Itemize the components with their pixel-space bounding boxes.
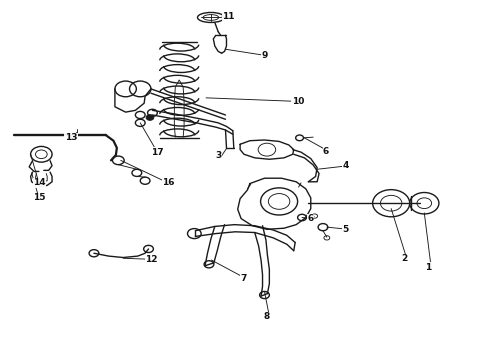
Text: 17: 17 <box>151 148 164 157</box>
Text: 6: 6 <box>323 147 329 156</box>
Text: 14: 14 <box>33 178 46 187</box>
Text: 3: 3 <box>216 151 222 160</box>
Text: 5: 5 <box>343 225 349 234</box>
Text: 8: 8 <box>264 312 270 321</box>
Circle shape <box>146 114 154 120</box>
Text: 6: 6 <box>307 214 314 223</box>
Text: 15: 15 <box>33 193 46 202</box>
Text: 2: 2 <box>401 254 407 263</box>
Text: 4: 4 <box>343 161 349 170</box>
Text: 16: 16 <box>162 178 174 187</box>
Text: 13: 13 <box>65 133 77 142</box>
Text: 11: 11 <box>222 12 235 21</box>
Text: 10: 10 <box>292 97 304 106</box>
Text: 7: 7 <box>240 274 246 283</box>
Text: 1: 1 <box>425 263 432 272</box>
Text: 12: 12 <box>145 255 158 264</box>
Text: 9: 9 <box>261 51 268 60</box>
